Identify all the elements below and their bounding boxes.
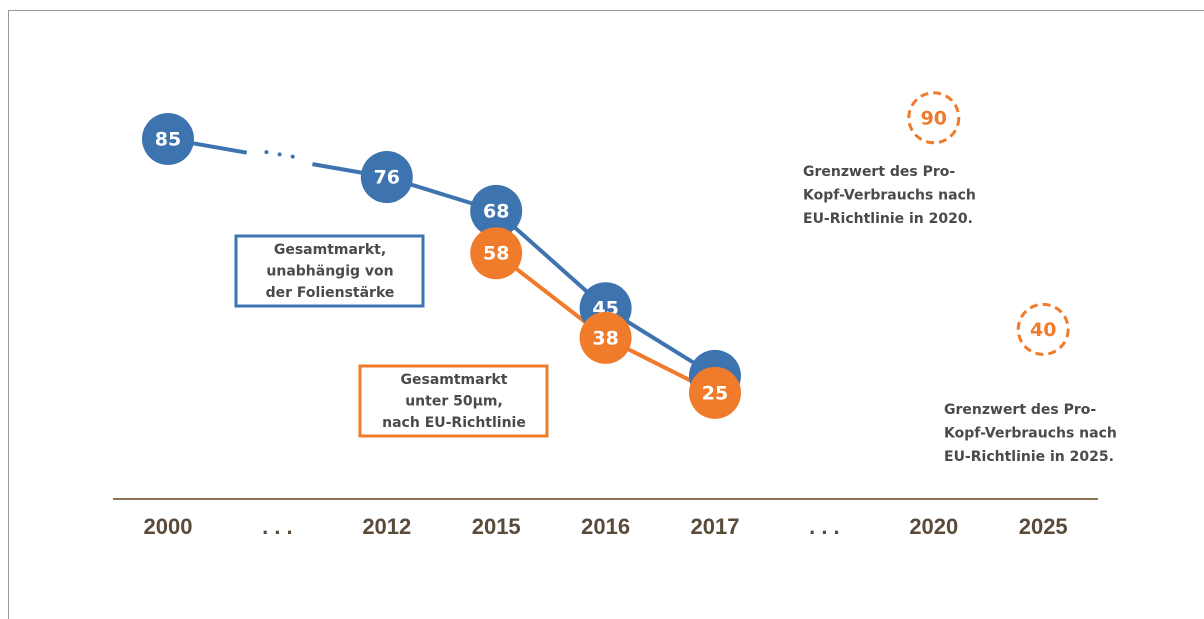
x-tick-label: 2016 xyxy=(581,514,630,539)
legend-label: der Folienstärke xyxy=(266,285,395,301)
annotation: Kopf-Verbrauchs nach xyxy=(803,188,976,204)
x-tick-label: 2017 xyxy=(691,514,740,539)
x-tick-label: 2012 xyxy=(362,514,411,539)
frame xyxy=(8,10,1204,619)
value-label: 38 xyxy=(592,327,618,349)
connector-dot xyxy=(290,154,295,159)
x-tick-label: 2020 xyxy=(909,514,958,539)
legend-label: nach EU-Richtlinie xyxy=(382,415,526,431)
value-label: 58 xyxy=(483,243,509,265)
point xyxy=(689,366,741,419)
x-tick-label: . . . xyxy=(262,514,293,539)
x-tick-label: 2000 xyxy=(144,514,193,539)
annotation: EU-Richtlinie in 2025. xyxy=(944,449,1114,465)
value-label: 68 xyxy=(483,200,509,222)
legend-label: unter 50µm, xyxy=(405,394,503,410)
legend-label: Gesamtmarkt, xyxy=(274,242,386,258)
point xyxy=(142,112,194,165)
series-line xyxy=(386,175,717,378)
target-marker xyxy=(1016,302,1070,356)
value-label: 85 xyxy=(155,128,181,150)
point xyxy=(470,184,523,237)
connector-dot xyxy=(277,152,282,157)
legend-label: Gesamtmarkt xyxy=(401,372,508,388)
annotation: Grenzwert des Pro- xyxy=(803,164,955,180)
annotation: EU-Richtlinie in 2020. xyxy=(803,211,973,227)
value-label: 25 xyxy=(702,382,728,404)
legend-box xyxy=(358,364,549,438)
x-tick-label: . . . xyxy=(809,514,840,539)
x-tick-label: 2015 xyxy=(472,514,521,539)
annotation: Grenzwert des Pro- xyxy=(944,402,1096,418)
legend-label: unabhängig von xyxy=(266,264,393,280)
target-marker xyxy=(907,91,961,145)
annotation: Kopf-Verbrauchs nach xyxy=(944,426,1117,442)
value-label: 76 xyxy=(374,167,400,189)
connector-dot xyxy=(264,150,269,155)
point xyxy=(470,227,523,280)
point xyxy=(360,151,413,204)
value-label: 90 xyxy=(921,107,947,129)
point xyxy=(579,311,632,364)
legend-box xyxy=(234,234,425,308)
value-label: 40 xyxy=(1030,319,1056,341)
x-tick-label: 2025 xyxy=(1019,514,1068,539)
